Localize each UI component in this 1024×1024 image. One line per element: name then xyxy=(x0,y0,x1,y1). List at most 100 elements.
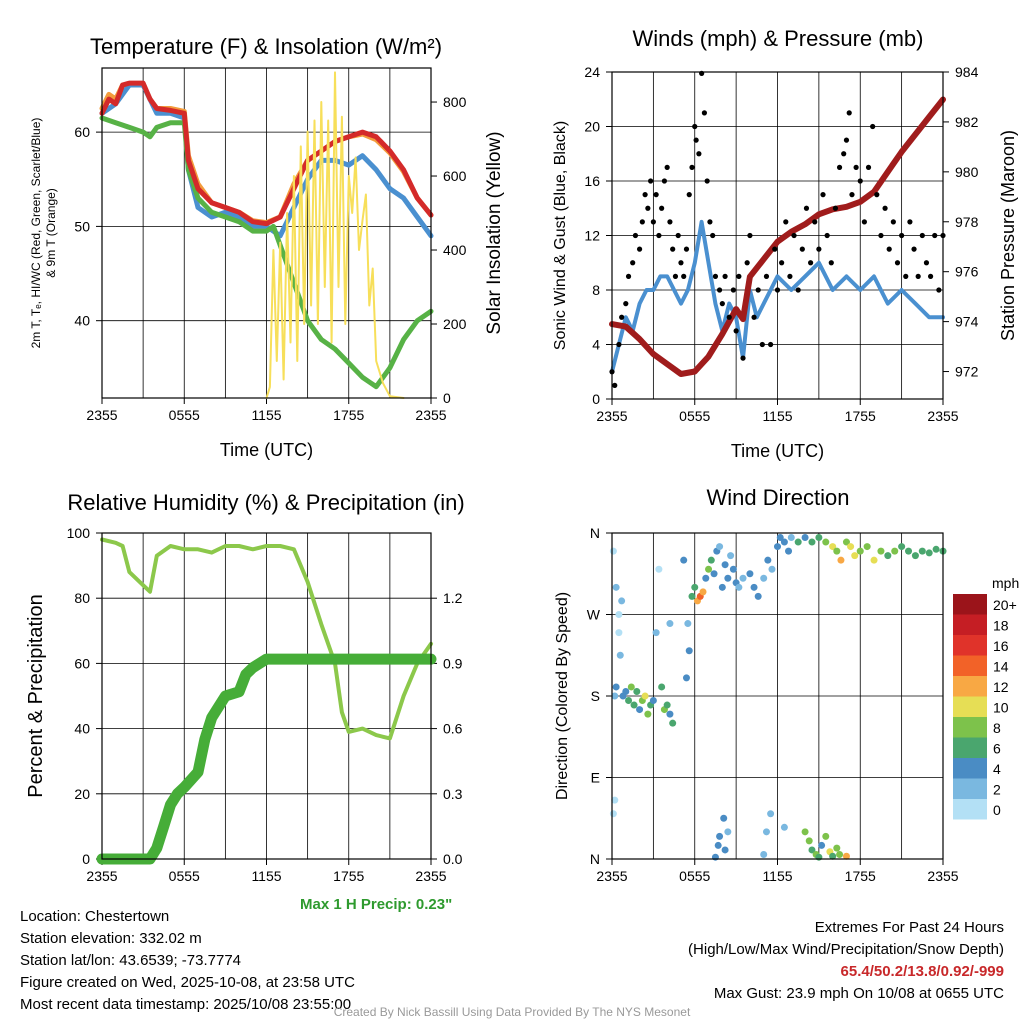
y-tick-label: 60 xyxy=(74,655,90,671)
legend-label: 10 xyxy=(993,700,1009,716)
series-dewpoint xyxy=(99,115,434,390)
gust-point xyxy=(843,137,850,143)
wind-direction-point xyxy=(721,846,729,854)
wind-direction-point xyxy=(716,543,724,551)
gust-point xyxy=(710,232,716,239)
wind-direction-point xyxy=(627,683,635,691)
x-tick-label: 0555 xyxy=(169,407,200,423)
gust-point xyxy=(689,164,695,170)
gust-point xyxy=(878,232,884,239)
wind-direction-point xyxy=(684,620,692,628)
wind-direction-point xyxy=(808,538,816,546)
wind-direction-point xyxy=(801,534,809,542)
wind-direction-point xyxy=(805,837,813,845)
credit: Created By Nick Bassill Using Data Provi… xyxy=(333,1005,691,1019)
gust-point xyxy=(799,246,805,252)
x-tick-label: 1755 xyxy=(845,408,876,424)
extremes-subtitle: (High/Low/Max Wind/Precipitation/Snow De… xyxy=(688,941,1004,958)
wind-direction-point xyxy=(710,570,718,578)
y-right-tick-label: 974 xyxy=(955,314,979,330)
gust-point xyxy=(911,246,917,252)
wind-direction-point xyxy=(711,853,719,861)
gust-point xyxy=(672,273,679,279)
wind-direction-point xyxy=(655,565,663,573)
gust-point xyxy=(726,314,732,320)
y-right-tick-label: 980 xyxy=(955,164,979,180)
wind-direction-point xyxy=(918,547,926,555)
series-solar xyxy=(265,71,405,399)
wind-direction-point xyxy=(644,710,652,718)
x-tick-label: 1155 xyxy=(762,868,792,884)
legend-label: 14 xyxy=(993,659,1009,675)
gust-point xyxy=(824,232,830,239)
gust-point xyxy=(919,232,925,239)
chart-panel-3: Relative Humidity (%) & Precipitation (i… xyxy=(25,490,465,884)
x-tick-label: 2355 xyxy=(415,868,446,884)
gust-point xyxy=(661,178,668,184)
wind-direction-point xyxy=(669,719,677,727)
wind-direction-point xyxy=(780,538,788,546)
wind-direction-point xyxy=(750,583,758,591)
y-right-tick-label: 0.3 xyxy=(443,786,463,802)
gust-point xyxy=(681,273,687,279)
y-right-tick-label: 200 xyxy=(443,316,467,332)
wind-direction-point xyxy=(658,683,666,691)
wind-direction-point xyxy=(842,852,850,860)
gust-point xyxy=(779,260,785,266)
wind-direction-point xyxy=(625,697,633,705)
wind-direction-point xyxy=(663,701,671,709)
y-right-tick-label: 978 xyxy=(955,214,979,230)
gust-point xyxy=(712,273,719,279)
chart-panel-1: Temperature (F) & Insolation (W/m²)2355 0… xyxy=(29,34,505,460)
gust-point xyxy=(808,260,814,266)
wind-direction-point xyxy=(829,852,837,860)
wind-direction-point xyxy=(932,545,940,553)
y-right-tick-label: 0.9 xyxy=(443,655,463,671)
gust-point xyxy=(820,192,826,198)
wind-direction-point xyxy=(829,543,837,551)
gust-point xyxy=(744,260,750,266)
gust-point xyxy=(787,273,793,279)
y-axis-label: Percent & Precipitation xyxy=(25,594,47,797)
legend-swatch xyxy=(953,635,987,656)
y-tick-label: S xyxy=(591,688,600,704)
location: Location: Chestertown xyxy=(20,908,170,925)
wind-direction-point xyxy=(691,583,699,591)
max-precip-annotation: Max 1 H Precip: 0.23" xyxy=(300,896,453,913)
station-info: Location: Chestertown Station elevation:… xyxy=(20,906,355,1016)
wind-direction-point xyxy=(729,565,737,573)
gust-point xyxy=(923,260,930,266)
gust-point xyxy=(853,164,859,170)
y-tick-label: 100 xyxy=(67,525,91,541)
x-tick-label: 2355 xyxy=(927,408,958,424)
gust-point xyxy=(927,273,934,279)
gust-point xyxy=(768,341,774,348)
plot-frame xyxy=(101,532,432,860)
wind-direction-point xyxy=(760,574,768,582)
gust-point xyxy=(616,341,622,348)
gust-point xyxy=(841,151,847,157)
legend-label: 20+ xyxy=(993,597,1017,613)
wind-direction-point xyxy=(787,534,795,542)
y-right-tick-label: 800 xyxy=(443,94,467,110)
gust-point xyxy=(932,232,938,239)
wind-direction-point xyxy=(898,543,906,551)
y-tick-label: 12 xyxy=(584,228,600,244)
gust-point xyxy=(846,110,852,116)
wind-direction-point xyxy=(794,538,802,546)
gust-point xyxy=(849,192,855,198)
gust-point xyxy=(755,287,761,293)
gust-point xyxy=(704,178,710,184)
gust-point xyxy=(759,341,765,348)
gust-point xyxy=(903,273,909,279)
y-right-tick-label: 0.0 xyxy=(443,851,463,867)
wind-direction-point xyxy=(609,810,617,818)
wind-direction-point xyxy=(707,556,715,564)
y-right-tick-label: 0 xyxy=(443,390,451,406)
wind-direction-point xyxy=(716,832,724,840)
gust-point xyxy=(623,301,629,307)
wind-direction-point xyxy=(905,547,913,555)
gust-point xyxy=(612,382,618,388)
wind-direction-point xyxy=(762,828,770,836)
